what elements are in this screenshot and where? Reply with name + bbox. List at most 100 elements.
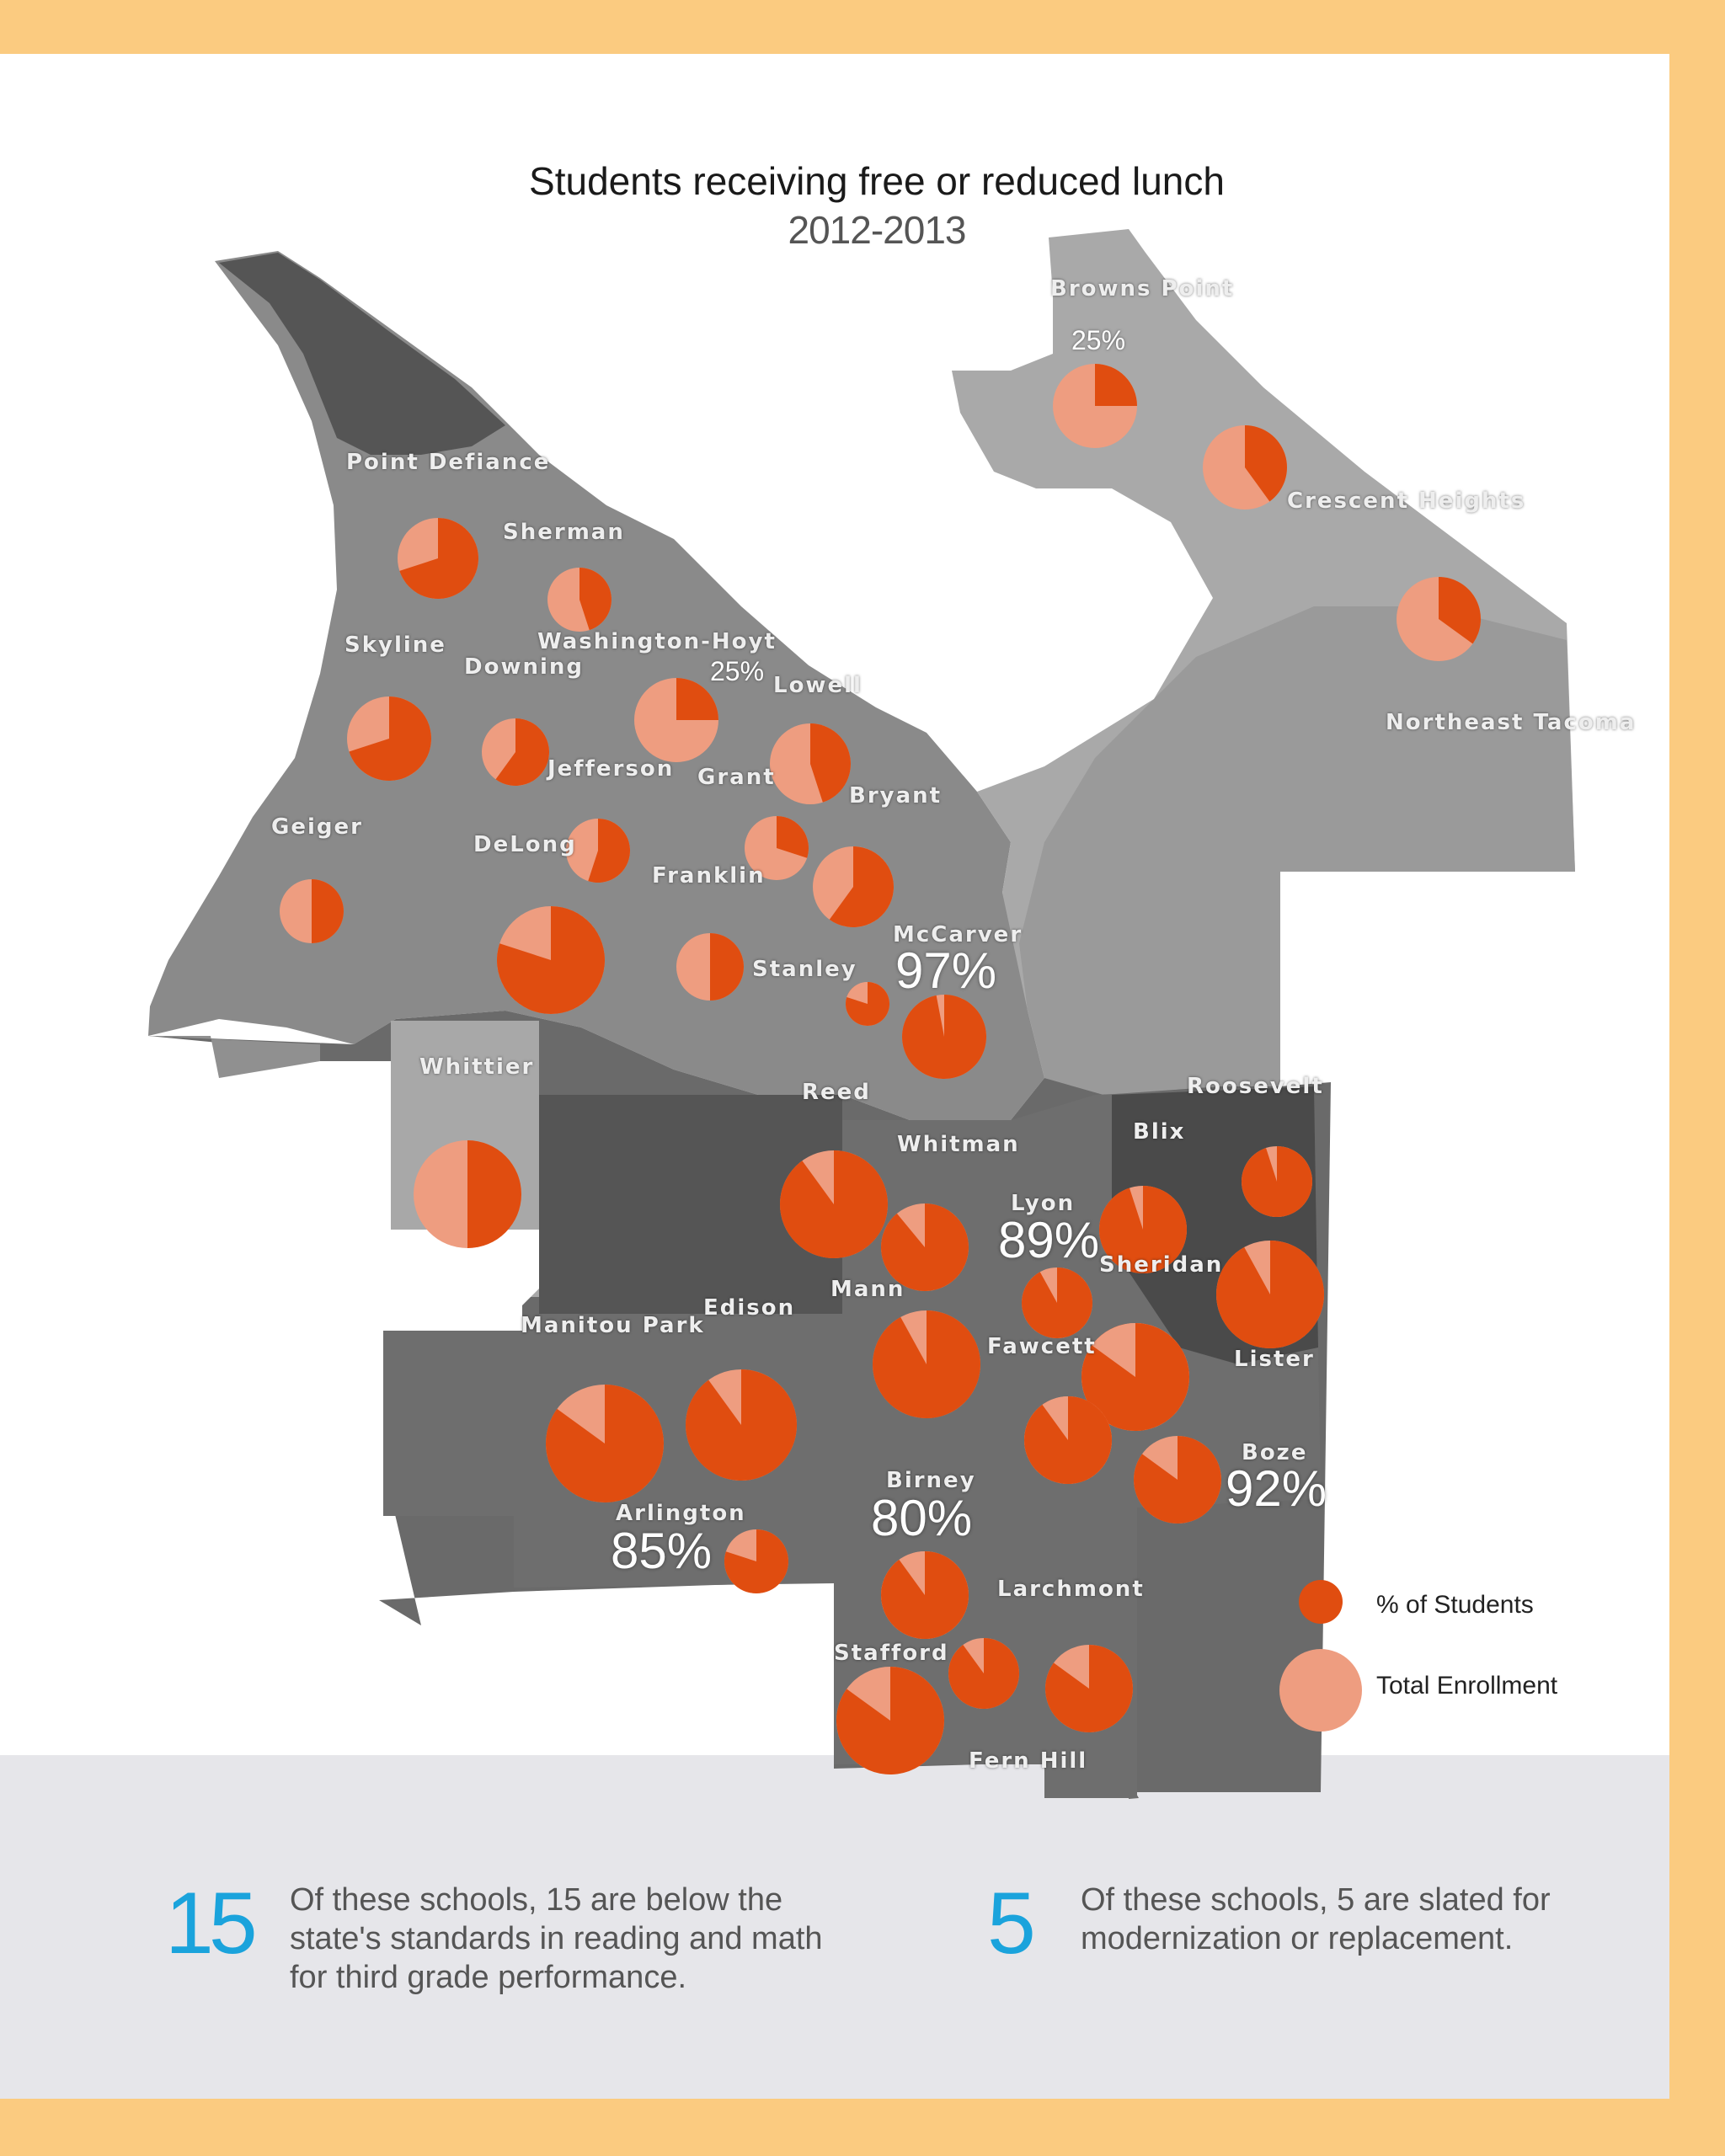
pie-skyline [347,696,431,781]
school-label-arlington: Arlington [616,1501,746,1526]
legend-students-swatch [1299,1580,1343,1624]
pie-students-northeast-tacoma [1439,577,1481,644]
school-label-downing: Downing [464,654,585,680]
pie-reed [846,982,890,1027]
pie-students-stafford [1045,1644,1134,1733]
pie-delong [497,906,606,1014]
school-label-whittier: Whittier [419,1054,535,1080]
school-percent-birney: 80% [871,1490,973,1546]
pie-fawcett [545,1385,664,1502]
school-percent-boze: 92% [1226,1460,1327,1517]
school-label-stafford: Stafford [834,1641,949,1666]
pie-students-whittier [467,1140,521,1248]
pie-manitou-park [686,1369,797,1481]
pie-extra-1 [1024,1396,1113,1485]
map-subtitle: 2012-2013 [788,208,967,252]
peninsula-dark-forest [219,253,505,455]
school-label-lyon: Lyon [1011,1191,1076,1216]
school-label-point-defiance: Point Defiance [346,450,551,475]
stat-text-modernization: Of these schools, 5 are slated for moder… [1081,1882,1551,1956]
pie-northeast-tacoma [1397,577,1481,661]
bottom-frame-border [0,2099,1725,2156]
lincoln-dark [539,1095,842,1314]
pie-mann [873,1310,980,1418]
school-label-franklin: Franklin [652,863,766,889]
pie-lyon [881,1203,969,1291]
pie-students-birney [724,1529,789,1594]
pie-students-jefferson [588,819,630,883]
pie-students-lincoln-area [948,1638,1019,1710]
school-label-stanley: Stanley [752,957,857,982]
pie-browns-point [1053,364,1137,448]
top-frame-border [0,0,1725,54]
school-label-edison: Edison [703,1295,796,1321]
school-label-washington-hoyt: Washington-Hoyt [537,629,777,654]
school-label-grant: Grant [697,765,776,790]
pie-students-sherman [579,568,611,631]
stats-panel [0,1755,1669,2099]
pie-extra-2 [881,1551,969,1640]
west-strip [148,1036,320,1078]
pie-students-sheridan [1021,1267,1092,1338]
pie-students-manitou-park [686,1369,797,1481]
pie-bryant [813,846,894,927]
pie-roosevelt-area [1081,1323,1189,1431]
pie-students-whitman [779,1150,888,1258]
pie-students-extra-2 [881,1551,969,1640]
right-frame-border [1669,0,1725,2156]
pie-students-roosevelt-area [1081,1323,1189,1431]
pie-students-fawcett [545,1385,664,1502]
school-label-whitman: Whitman [897,1132,1020,1157]
pie-students-washington-hoyt [676,678,718,720]
pie-lowell [770,723,851,804]
pie-stafford [1045,1644,1134,1733]
pie-students-grant [777,816,809,858]
pie-students-lyon [881,1203,969,1291]
legend-students-label: % of Students [1376,1591,1534,1619]
school-label-fern-hill: Fern Hill [969,1748,1088,1774]
school-label-birney: Birney [886,1468,976,1493]
school-label-mann: Mann [830,1277,905,1302]
pie-franklin [676,933,744,1001]
pie-students-extra-1 [1024,1396,1113,1485]
pie-sheridan [1021,1267,1092,1338]
stat-text-below-standards: Of these schools, 15 are below the state… [290,1882,823,1995]
pie-geiger [280,879,344,943]
pie-students-arlington [1134,1435,1221,1524]
pie-students-delong [497,906,606,1014]
legend-enrollment-label: Total Enrollment [1376,1672,1558,1700]
school-percent-mccarver: 97% [895,942,997,999]
school-label-larchmont: Larchmont [997,1577,1145,1602]
stat-number-modernization: 5 [987,1875,1036,1972]
pie-students-mccarver [902,995,987,1079]
school-percent-washington-hoyt: 25% [710,656,765,686]
pie-students-reed [846,982,890,1027]
school-label-lowell: Lowell [773,673,862,698]
school-pies [280,364,1481,1774]
school-label-sherman: Sherman [503,520,625,545]
school-label-blix: Blix [1133,1119,1186,1145]
pie-mccarver [902,995,987,1079]
school-percent-browns-point: 25% [1071,325,1126,355]
pie-jefferson [566,819,630,883]
pie-roosevelt [1242,1146,1313,1217]
pie-arlington [1134,1435,1221,1524]
pie-sherman [547,568,611,632]
school-label-lister: Lister [1234,1347,1315,1372]
school-label-browns-point: Browns Point [1050,276,1235,302]
school-label-fawcett: Fawcett [987,1334,1097,1359]
school-label-jefferson: Jefferson [547,756,675,782]
legend-enrollment-swatch [1279,1649,1362,1732]
school-label-delong: DeLong [473,832,577,857]
school-label-manitou-park: Manitou Park [521,1313,705,1338]
pie-edison [1215,1241,1324,1349]
pie-downing [482,718,550,786]
map-title: Students receiving free or reduced lunch [529,159,1225,203]
pie-students-lowell [810,723,851,803]
pie-students-fern-hill [836,1667,944,1774]
pie-blix [1099,1186,1188,1273]
pie-students-mann [873,1310,980,1418]
pie-students-browns-point [1095,364,1137,406]
pie-fern-hill [836,1667,944,1774]
